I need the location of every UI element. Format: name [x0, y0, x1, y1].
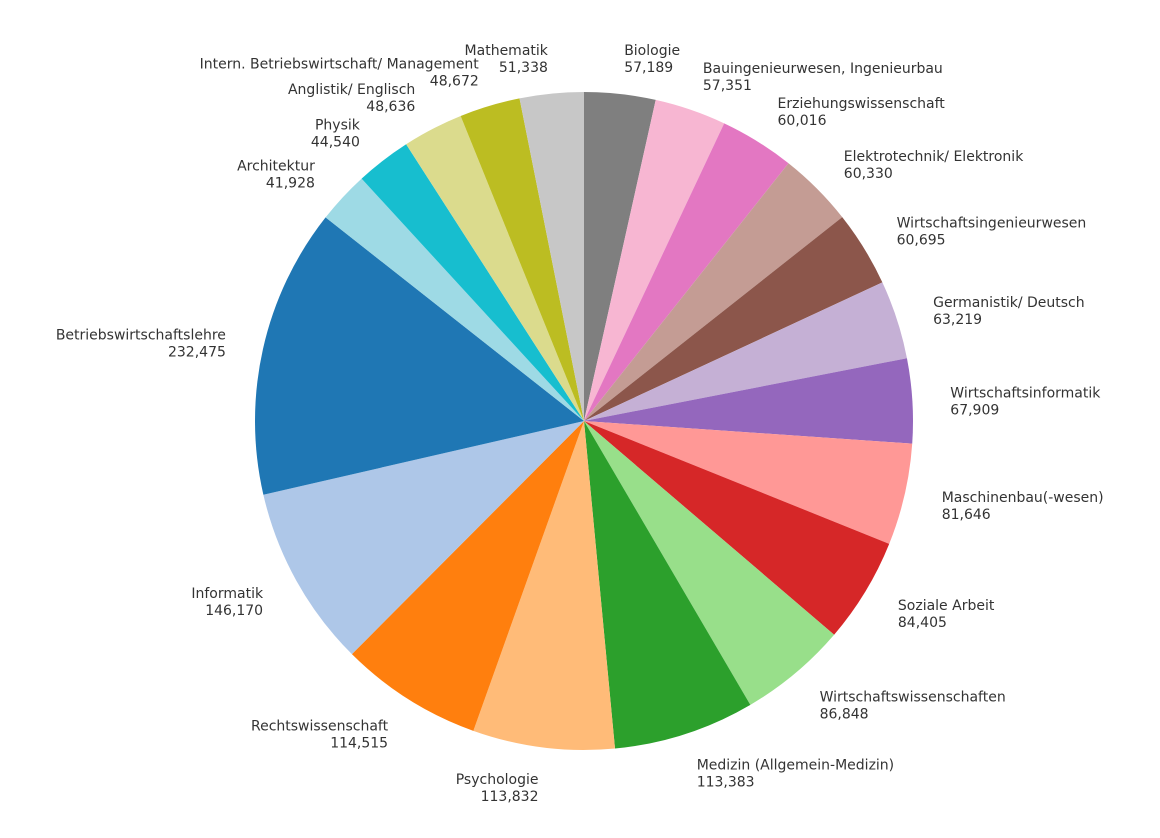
slice-value-label: 57,351	[703, 78, 752, 94]
pie-label-wirtschaftswissenschaften: Wirtschaftswissenschaften 86,848	[820, 689, 1006, 722]
pie-label-biologie: Biologie 57,189	[624, 43, 680, 76]
pie-slice-anglistik-englisch	[406, 116, 584, 421]
pie-label-intern-betriebswirtschaft-management: Intern. Betriebswirtschaft/ Management 48…	[200, 56, 480, 89]
pie-slice-elektrotechnik-elektronik	[584, 163, 843, 421]
slice-value-label: 41,928	[266, 175, 315, 191]
pie-slice-germanistik-deutsch	[584, 282, 907, 421]
pie-slice-medizin-allgemein-medizin	[584, 421, 751, 749]
pie-slices	[255, 92, 914, 751]
slice-category-label: Wirtschaftsingenieurwesen	[897, 216, 1087, 232]
pie-label-mathematik: Mathematik 51,338	[465, 43, 549, 76]
slice-value-label: 146,170	[205, 603, 263, 619]
slice-value-label: 84,405	[898, 615, 947, 631]
pie-label-wirtschaftsinformatik: Wirtschaftsinformatik 67,909	[950, 385, 1101, 418]
slice-value-label: 114,515	[330, 735, 388, 751]
slice-category-label: Informatik	[191, 586, 264, 602]
pie-slice-physik	[361, 144, 584, 422]
pie-slice-wirtschaftsinformatik	[584, 358, 914, 444]
pie-label-architektur: Architektur 41,928	[237, 158, 315, 191]
slice-category-label: Intern. Betriebswirtschaft/ Management	[200, 56, 480, 72]
pie-label-anglistik-englisch: Anglistik/ Englisch 48,636	[288, 82, 415, 115]
pie-slice-erziehungswissenschaft	[584, 123, 789, 422]
slice-category-label: Bauingenieurwesen, Ingenieurbau	[703, 61, 943, 77]
slice-category-label: Elektrotechnik/ Elektronik	[844, 149, 1024, 165]
pie-label-wirtschaftsingenieurwesen: Wirtschaftsingenieurwesen 60,695	[897, 216, 1087, 249]
pie-slice-maschinenbau-wesen	[584, 421, 913, 544]
pie-labels: Biologie 57,189 Bauingenieurwesen, Ingenie…	[56, 43, 1104, 805]
slice-value-label: 113,832	[481, 789, 539, 805]
slice-category-label: Maschinenbau(-wesen)	[942, 490, 1104, 506]
slice-category-label: Betriebswirtschaftslehre	[56, 328, 226, 344]
pie-label-informatik: Informatik 146,170	[191, 586, 264, 619]
slice-category-label: Germanistik/ Deutsch	[933, 295, 1085, 311]
slice-value-label: 60,695	[897, 233, 946, 249]
pie-label-psychologie: Psychologie 113,832	[456, 772, 539, 805]
pie-slice-informatik	[263, 421, 584, 655]
slice-category-label: Architektur	[237, 158, 315, 174]
pie-label-elektrotechnik-elektronik: Elektrotechnik/ Elektronik 60,330	[844, 149, 1024, 182]
slice-value-label: 51,338	[499, 60, 548, 76]
pie-slice-architektur	[325, 178, 584, 421]
slice-category-label: Biologie	[624, 43, 680, 59]
slice-value-label: 113,383	[697, 774, 755, 790]
pie-slice-rechtswissenschaft	[351, 421, 584, 731]
slice-value-label: 81,646	[942, 507, 991, 523]
pie-label-maschinenbau-wesen: Maschinenbau(-wesen) 81,646	[942, 490, 1104, 523]
slice-value-label: 57,189	[624, 60, 673, 76]
slice-category-label: Physik	[315, 117, 361, 133]
pie-slice-intern-betriebswirtschaft-management	[460, 98, 584, 421]
pie-slice-betriebswirtschaftslehre	[255, 217, 584, 495]
slice-value-label: 67,909	[950, 402, 999, 418]
pie-slice-biologie	[584, 92, 656, 421]
slice-category-label: Psychologie	[456, 772, 539, 788]
slice-category-label: Mathematik	[465, 43, 549, 59]
pie-label-erziehungswissenschaft: Erziehungswissenschaft 60,016	[778, 96, 946, 129]
slice-value-label: 48,672	[430, 73, 479, 89]
pie-slice-wirtschaftsingenieurwesen	[584, 217, 883, 421]
slice-category-label: Erziehungswissenschaft	[778, 96, 946, 112]
pie-slice-wirtschaftswissenschaften	[584, 421, 835, 705]
slice-value-label: 60,016	[778, 113, 827, 129]
slice-value-label: 63,219	[933, 312, 982, 328]
slice-value-label: 86,848	[820, 706, 869, 722]
pie-slice-bauingenieurwesen-ingenieurbau	[584, 99, 725, 421]
pie-label-rechtswissenschaft: Rechtswissenschaft 114,515	[251, 718, 389, 751]
slice-category-label: Rechtswissenschaft	[251, 718, 389, 734]
pie-slice-psychologie	[473, 421, 615, 751]
pie-label-bauingenieurwesen-ingenieurbau: Bauingenieurwesen, Ingenieurbau 57,351	[703, 61, 943, 94]
slice-category-label: Medizin (Allgemein-Medizin)	[697, 757, 894, 773]
pie-slice-mathematik	[519, 92, 584, 421]
pie-label-medizin-allgemein-medizin: Medizin (Allgemein-Medizin) 113,383	[697, 757, 894, 790]
slice-value-label: 48,636	[366, 99, 415, 115]
pie-label-physik: Physik 44,540	[311, 117, 361, 150]
slice-value-label: 44,540	[311, 134, 360, 150]
pie-label-soziale-arbeit: Soziale Arbeit 84,405	[898, 598, 995, 631]
pie-label-betriebswirtschaftslehre: Betriebswirtschaftslehre 232,475	[56, 328, 226, 361]
slice-value-label: 232,475	[168, 345, 226, 361]
slice-category-label: Soziale Arbeit	[898, 598, 995, 614]
slice-category-label: Wirtschaftsinformatik	[950, 385, 1101, 401]
slice-category-label: Anglistik/ Englisch	[288, 82, 415, 98]
slice-value-label: 60,330	[844, 166, 893, 182]
pie-label-germanistik-deutsch: Germanistik/ Deutsch 63,219	[933, 295, 1085, 328]
pie-slice-soziale-arbeit	[584, 421, 890, 635]
slice-category-label: Wirtschaftswissenschaften	[820, 689, 1006, 705]
